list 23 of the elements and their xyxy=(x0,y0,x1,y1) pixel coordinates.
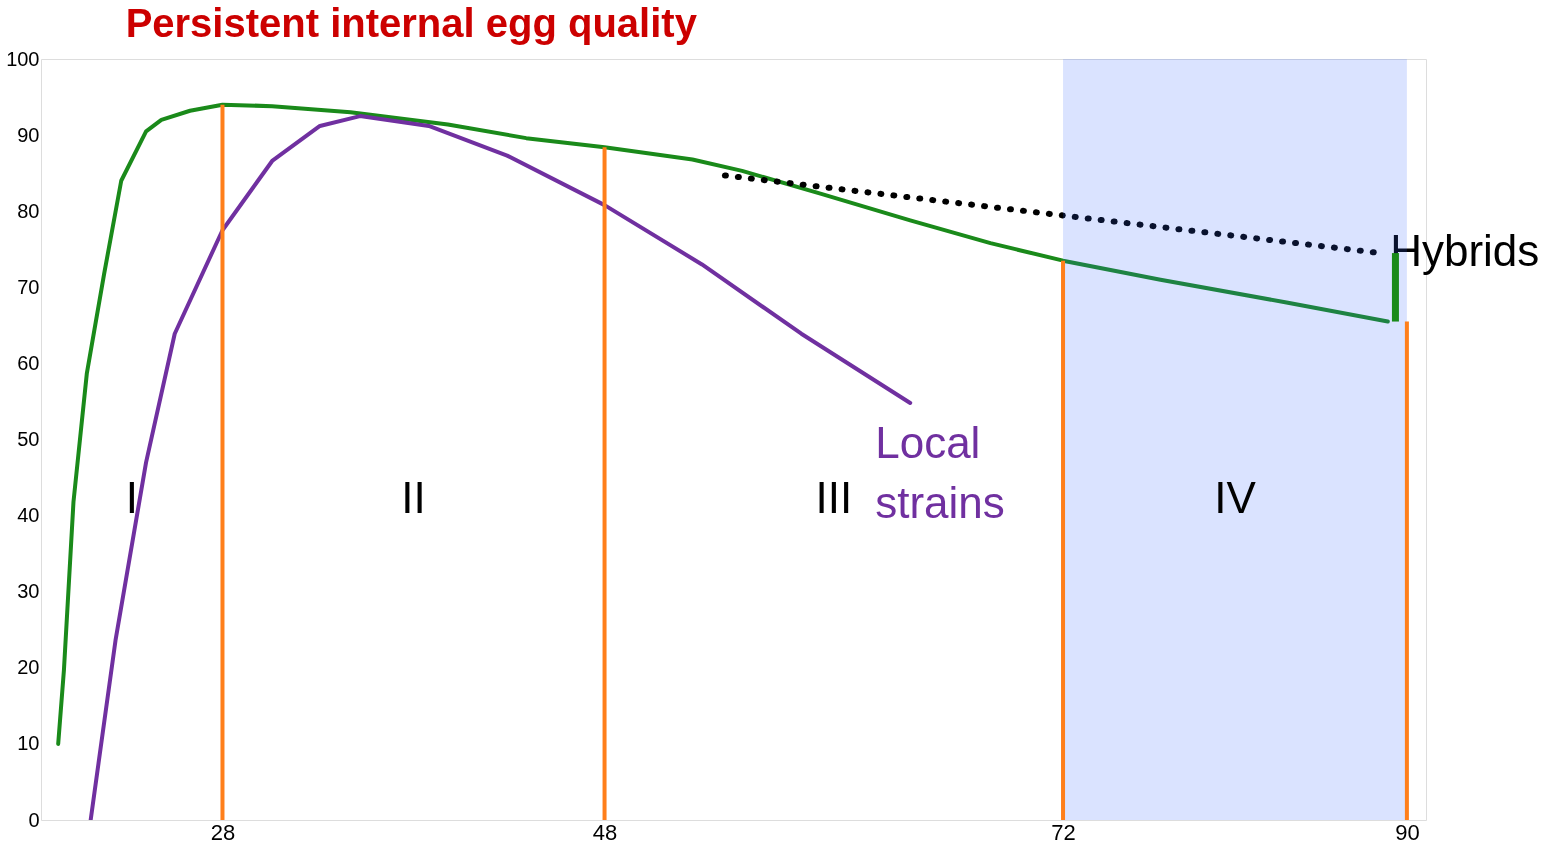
annotation: IV xyxy=(1214,473,1257,523)
annotation: I xyxy=(125,473,138,523)
chart-title: Persistent internal egg quality xyxy=(125,1,698,45)
y-tick-label: 10 xyxy=(17,732,40,755)
y-tick-label: 30 xyxy=(17,580,40,603)
series-label: Local strains xyxy=(875,417,1005,527)
y-tick-label: 60 xyxy=(17,351,40,374)
annotation: II xyxy=(401,473,426,523)
y-tick-label: 40 xyxy=(17,504,40,527)
y-tick-label: 70 xyxy=(17,275,40,298)
x-tick-label: 90 xyxy=(1395,819,1420,845)
y-tick-label: 50 xyxy=(17,428,40,450)
y-tick-label: 20 xyxy=(17,656,40,679)
x-tick-label: 48 xyxy=(592,819,618,845)
line-series xyxy=(56,102,1390,746)
y-tick-label: 100 xyxy=(6,47,40,70)
x-tick-label: 28 xyxy=(210,819,236,845)
annotation: III xyxy=(815,473,853,523)
y-tick-label: 80 xyxy=(17,199,40,222)
x-tick-label: 72 xyxy=(1051,819,1076,845)
series-label: Hybrids xyxy=(1390,226,1540,276)
y-tick-label: 0 xyxy=(28,808,40,831)
y-tick-label: 90 xyxy=(17,123,40,146)
